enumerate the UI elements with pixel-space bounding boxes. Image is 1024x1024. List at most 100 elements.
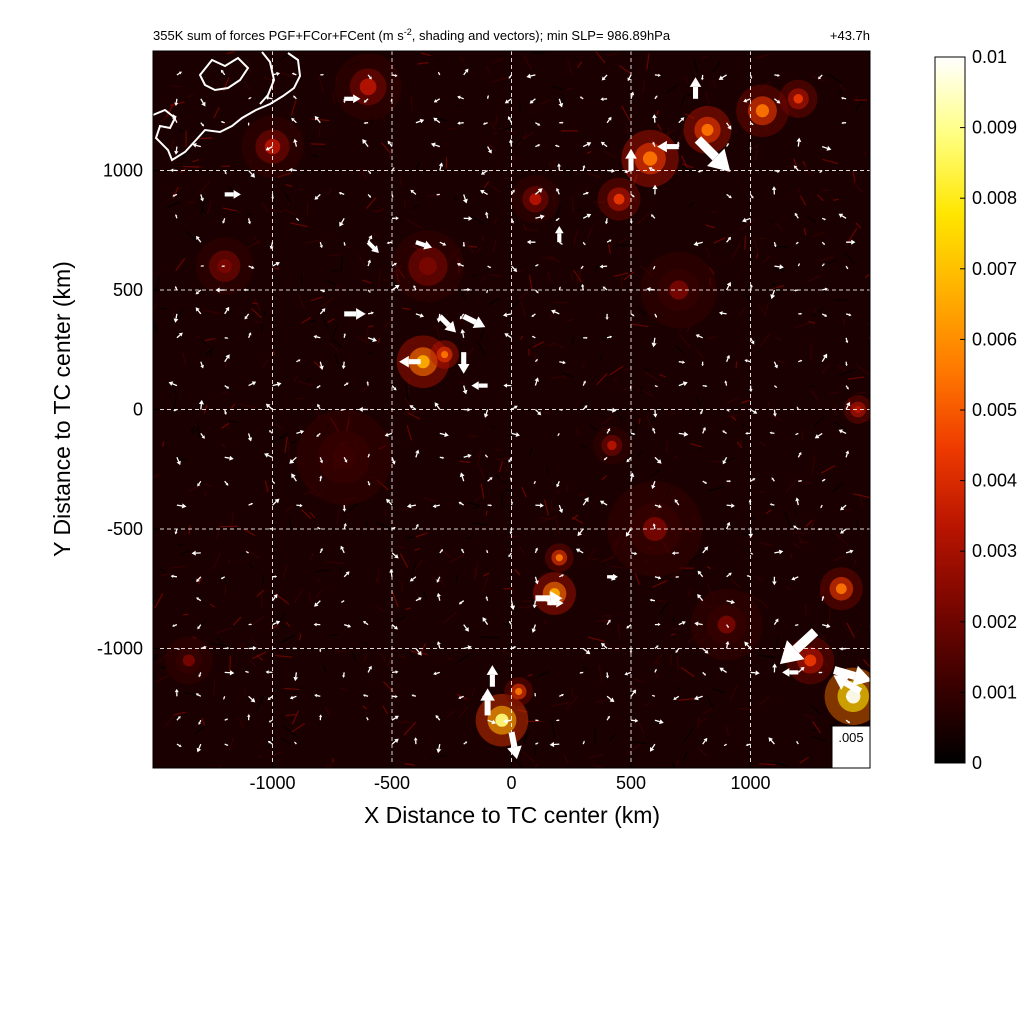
- texture-streak: [788, 109, 800, 118]
- vector-shaft: [579, 528, 584, 534]
- vector-shaft: [197, 289, 202, 293]
- force-vector-small: [463, 741, 468, 745]
- vector-head: [772, 663, 778, 668]
- vector-shaft: [367, 238, 371, 243]
- force-vector: [554, 226, 564, 243]
- vector-head: [629, 472, 635, 477]
- texture-streak: [765, 302, 770, 312]
- vector-shaft: [651, 743, 656, 749]
- vector-shaft: [388, 501, 393, 506]
- vector-shaft: [535, 144, 539, 148]
- vector-head: [558, 286, 561, 289]
- vector-head: [464, 627, 469, 632]
- force-vector-small: [773, 361, 778, 369]
- vector-shaft: [319, 549, 323, 554]
- force-vector-small: [580, 265, 584, 269]
- vector-head: [727, 236, 732, 241]
- force-vector-small: [224, 670, 235, 676]
- force-vector-small: [248, 381, 257, 387]
- vector-head: [289, 458, 295, 464]
- vector-shaft: [532, 313, 536, 317]
- vector-head: [793, 525, 797, 529]
- texture-streak: [567, 318, 573, 322]
- vector-shaft: [316, 193, 321, 198]
- texture-streak: [581, 361, 586, 368]
- texture-streak: [483, 181, 490, 188]
- force-vector-small: [602, 286, 608, 291]
- texture-streak: [799, 540, 809, 544]
- force-vector-small: [554, 144, 560, 148]
- force-vector-small: [702, 480, 708, 484]
- vector-shaft: [200, 646, 205, 650]
- texture-streak: [713, 237, 726, 244]
- force-vector-small: [653, 409, 658, 418]
- vector-shaft: [245, 313, 250, 318]
- vector-shaft: [722, 669, 727, 673]
- texture-streak: [310, 154, 319, 158]
- vector-head: [776, 99, 781, 104]
- texture-streak: [182, 613, 189, 616]
- force-vector: [415, 240, 433, 250]
- vector-head: [320, 547, 323, 551]
- texture-streak: [868, 625, 870, 628]
- vector-head: [513, 267, 518, 272]
- force-vector-small: [744, 641, 751, 649]
- vector-shaft: [627, 671, 632, 675]
- force-vector-small: [480, 169, 488, 175]
- vector-head: [322, 73, 325, 76]
- vector-head: [224, 172, 227, 175]
- vector-shaft: [343, 623, 349, 627]
- vector-head: [462, 389, 468, 395]
- texture-streak: [731, 242, 741, 259]
- vector-head: [727, 125, 732, 130]
- vector-head: [681, 621, 686, 625]
- vector-shaft: [726, 624, 729, 627]
- force-vector-small: [295, 217, 299, 221]
- texture-streak: [701, 55, 707, 60]
- vector-shaft: [175, 313, 178, 319]
- texture-streak: [798, 188, 801, 194]
- vector-shaft: [248, 170, 253, 175]
- vector-shaft: [319, 361, 323, 367]
- vector-shaft: [439, 241, 444, 245]
- vector-head: [482, 384, 485, 388]
- force-vector-small: [793, 165, 799, 171]
- force-vector-small: [457, 95, 464, 100]
- force-vector-small: [626, 456, 632, 463]
- force-vector-small: [556, 187, 560, 195]
- texture-streak: [657, 599, 667, 603]
- vector-shaft: [319, 242, 322, 246]
- vector-shaft: [487, 146, 491, 151]
- vector-head: [652, 427, 656, 431]
- texture-streak: [682, 163, 694, 169]
- vector-head: [583, 243, 586, 246]
- vector-head: [607, 116, 612, 121]
- vector-shaft: [510, 191, 514, 195]
- vector-shaft: [749, 286, 752, 291]
- vector-head: [839, 647, 843, 651]
- force-vector: [694, 136, 731, 172]
- vector-head: [247, 437, 253, 442]
- texture-streak: [170, 139, 175, 151]
- texture-streak: [682, 751, 688, 762]
- texture-streak: [406, 425, 413, 441]
- force-vector-small: [557, 163, 561, 171]
- vector-shaft: [343, 672, 345, 676]
- force-vector-small: [795, 497, 800, 506]
- force-vector-small: [582, 191, 589, 196]
- force-vector-small: [606, 116, 612, 124]
- vector-head: [342, 675, 346, 678]
- force-vector: [366, 240, 379, 253]
- vector-head: [201, 435, 205, 439]
- texture-streak: [204, 483, 212, 488]
- force-vector-small: [744, 359, 751, 363]
- force-vector-small: [367, 311, 374, 315]
- vector-head: [462, 198, 468, 204]
- texture-streak: [740, 399, 751, 404]
- vector-shaft: [630, 692, 635, 697]
- vector-shaft: [726, 122, 730, 127]
- texture-streak: [820, 465, 836, 474]
- texture-streak: [401, 407, 413, 416]
- vector-head: [558, 508, 564, 514]
- vector-shaft: [391, 457, 395, 462]
